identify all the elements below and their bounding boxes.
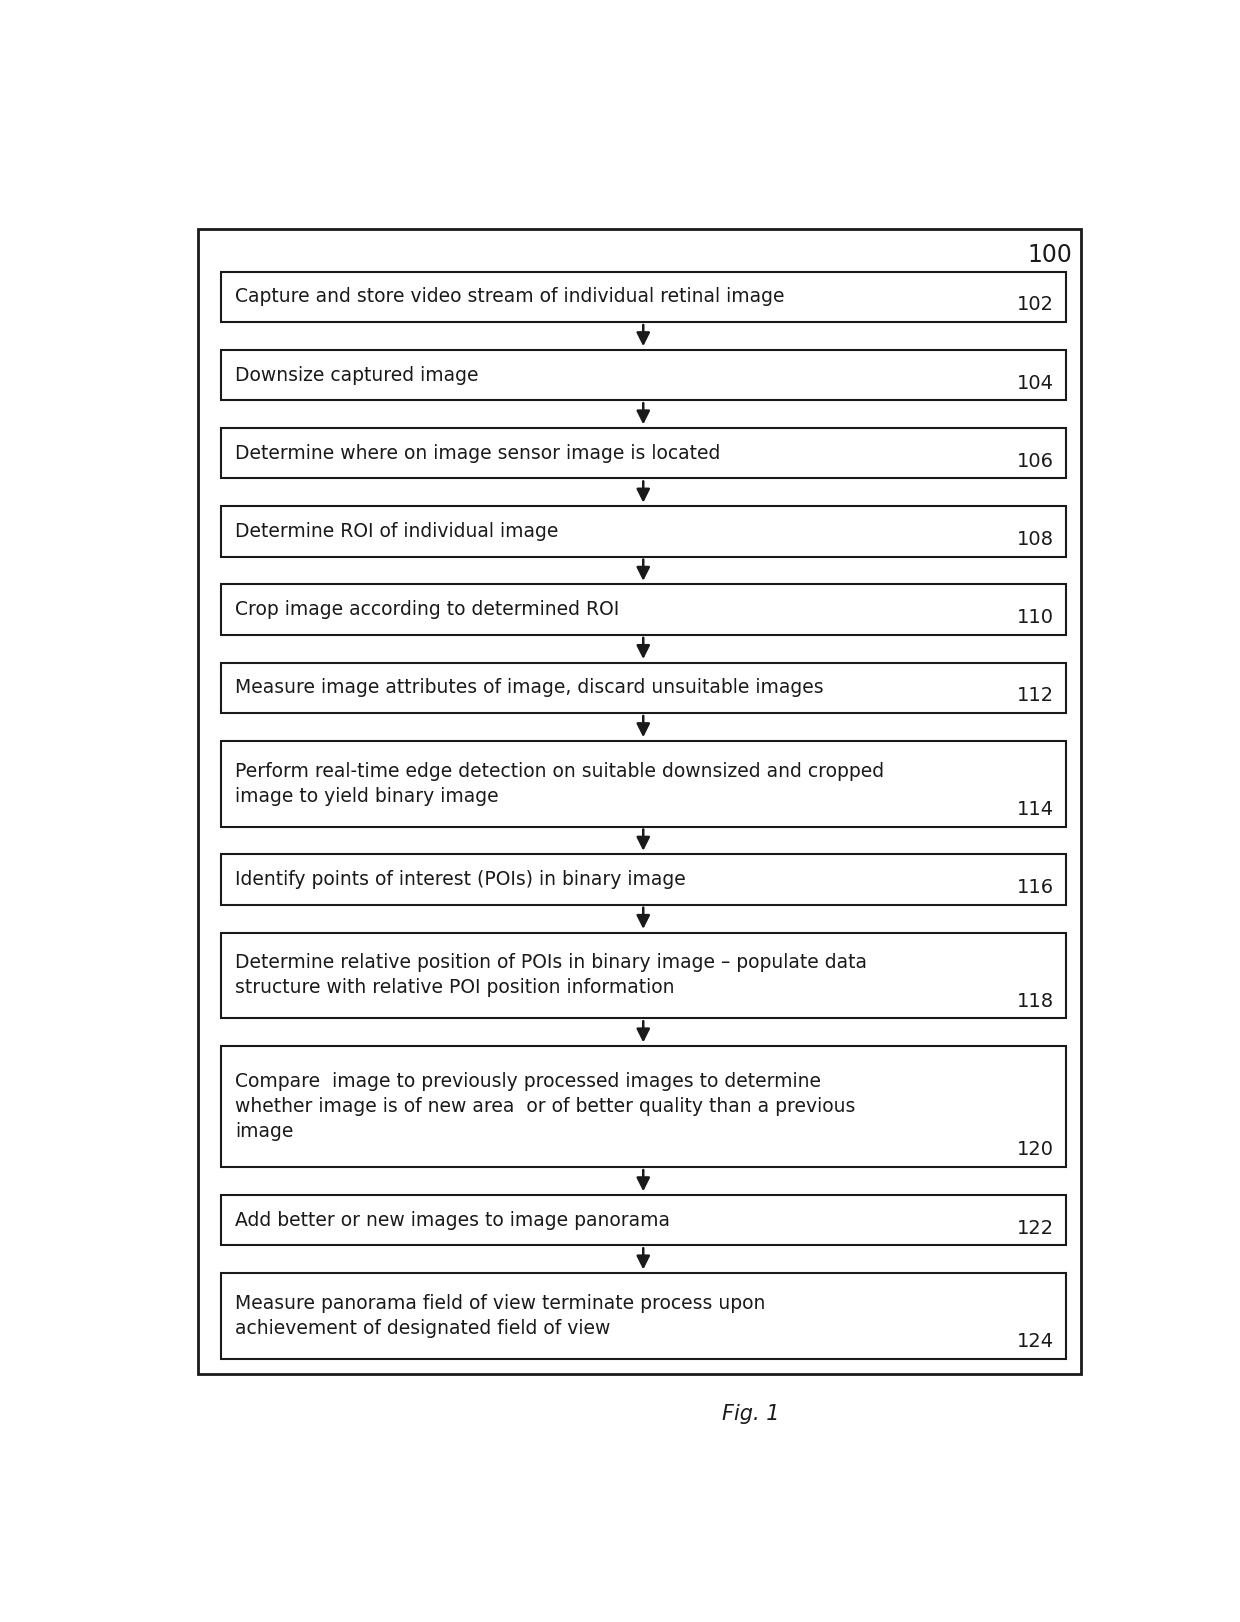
Bar [221, 584, 1065, 634]
Text: 110: 110 [1017, 608, 1054, 628]
Text: 102: 102 [1017, 295, 1054, 315]
Text: 116: 116 [1017, 878, 1054, 897]
Text: Measure image attributes of image, discard unsuitable images: Measure image attributes of image, disca… [234, 678, 823, 697]
Text: Fig. 1: Fig. 1 [722, 1405, 780, 1424]
Text: 122: 122 [1017, 1218, 1054, 1238]
Text: Identify points of interest (POIs) in binary image: Identify points of interest (POIs) in bi… [234, 869, 686, 889]
Text: Determine relative position of POIs in binary image – populate data
structure wi: Determine relative position of POIs in b… [234, 954, 867, 998]
Text: Perform real-time edge detection on suitable downsized and cropped
image to yiel: Perform real-time edge detection on suit… [234, 762, 884, 806]
Bar [221, 855, 1065, 905]
Text: Measure panorama field of view terminate process upon
achievement of designated : Measure panorama field of view terminate… [234, 1294, 765, 1338]
Text: Determine where on image sensor image is located: Determine where on image sensor image is… [234, 444, 720, 462]
Bar [221, 663, 1065, 714]
Text: Add better or new images to image panorama: Add better or new images to image panora… [234, 1210, 670, 1229]
Text: 106: 106 [1017, 453, 1054, 470]
Text: Compare  image to previously processed images to determine
whether image is of n: Compare image to previously processed im… [234, 1072, 856, 1142]
Bar [221, 741, 1065, 827]
Bar [221, 350, 1065, 401]
Bar [221, 506, 1065, 556]
Text: 104: 104 [1017, 373, 1054, 393]
Text: 120: 120 [1017, 1140, 1054, 1160]
Text: 100: 100 [1027, 243, 1071, 268]
Text: Capture and store video stream of individual retinal image: Capture and store video stream of indivi… [234, 287, 785, 307]
Bar [221, 933, 1065, 1019]
Text: 112: 112 [1017, 686, 1054, 706]
Text: Downsize captured image: Downsize captured image [234, 365, 479, 384]
Text: 124: 124 [1017, 1332, 1054, 1351]
Text: 108: 108 [1017, 530, 1054, 548]
Bar [221, 1195, 1065, 1246]
Bar [221, 271, 1065, 323]
Bar [221, 1273, 1065, 1359]
Text: Crop image according to determined ROI: Crop image according to determined ROI [234, 600, 619, 620]
Bar [221, 428, 1065, 478]
Text: 118: 118 [1017, 991, 1054, 1011]
Text: Determine ROI of individual image: Determine ROI of individual image [234, 522, 558, 542]
Text: 114: 114 [1017, 800, 1054, 819]
Bar [221, 1046, 1065, 1168]
